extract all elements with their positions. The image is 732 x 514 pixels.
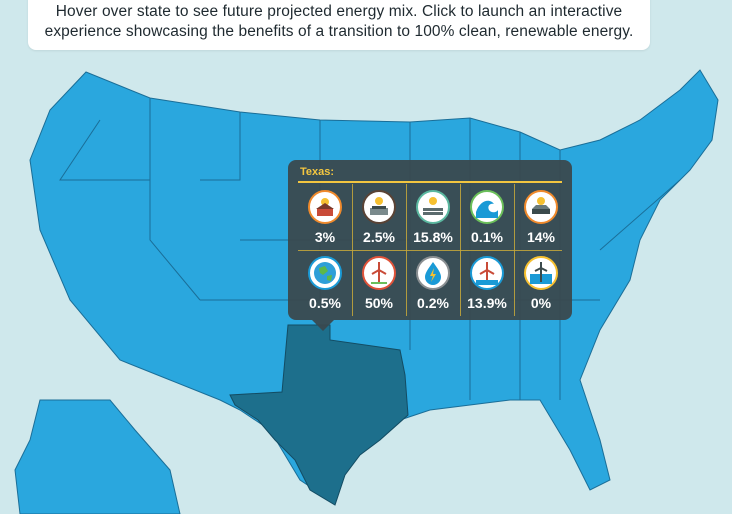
onshore-wind-icon: [362, 256, 396, 290]
state-texas[interactable]: [229, 324, 409, 506]
energy-mix-tooltip: Texas: 3% 2.5% 15.8%: [288, 160, 572, 320]
state-alaska[interactable]: [14, 399, 181, 514]
energy-value: 0.2%: [417, 295, 449, 311]
energy-value: 0.1%: [471, 229, 503, 245]
energy-item: 0%: [514, 250, 568, 316]
energy-item: 50%: [352, 250, 406, 316]
energy-item: 0.5%: [298, 250, 352, 316]
energy-value: 14%: [526, 229, 556, 245]
tooltip-divider: [298, 181, 562, 183]
energy-value: 2.5%: [363, 229, 395, 245]
energy-item: 0.1%: [460, 184, 514, 250]
tooltip-state-name: Texas:: [300, 166, 335, 178]
solar-pv-plant-icon: [416, 190, 450, 224]
energy-item: 13.9%: [460, 250, 514, 316]
energy-item: 3%: [298, 184, 352, 250]
tooltip-pointer: [312, 320, 334, 331]
energy-item: 14%: [514, 184, 568, 250]
energy-value: 0%: [530, 295, 552, 311]
energy-value: 0.5%: [309, 295, 341, 311]
geothermal-icon: [308, 256, 342, 290]
energy-item: 15.8%: [406, 184, 460, 250]
grid-divider: [298, 250, 562, 251]
energy-value: 50%: [364, 295, 394, 311]
instruction-text: Hover over state to see future projected…: [44, 3, 634, 40]
offshore-wind-icon: [470, 256, 504, 290]
energy-item: 2.5%: [352, 184, 406, 250]
instruction-banner: Hover over state to see future projected…: [28, 0, 650, 50]
commercial-solar-icon: [362, 190, 396, 224]
energy-item: 0.2%: [406, 250, 460, 316]
csp-plant-icon: [524, 190, 558, 224]
rooftop-solar-icon: [308, 190, 342, 224]
hydroelectric-icon: [416, 256, 450, 290]
energy-value: 3%: [314, 229, 336, 245]
energy-value: 13.9%: [467, 295, 507, 311]
wave-power-icon: [470, 190, 504, 224]
energy-value: 15.8%: [413, 229, 453, 245]
tidal-turbine-icon: [524, 256, 558, 290]
